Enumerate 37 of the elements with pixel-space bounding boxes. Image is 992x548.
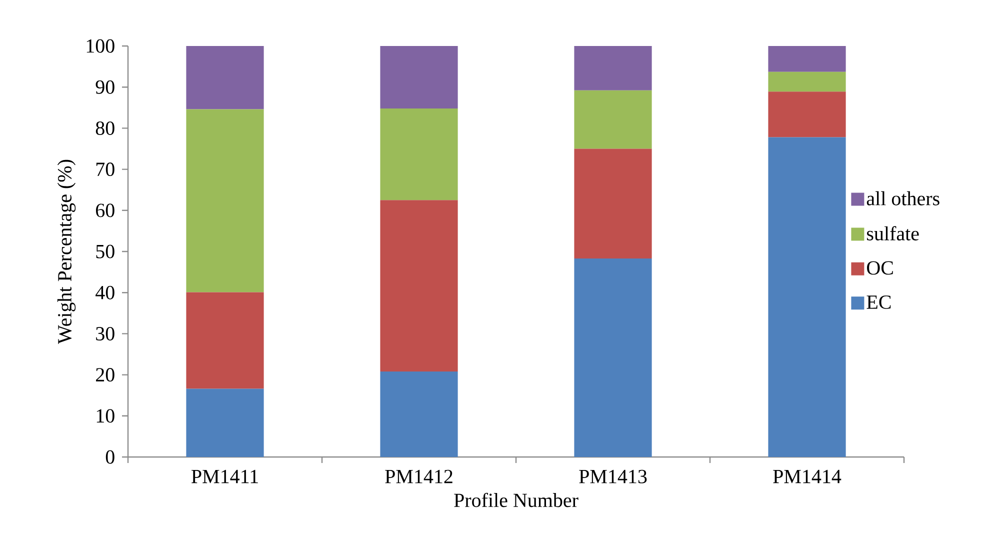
bar bbox=[574, 148, 652, 258]
bar bbox=[768, 137, 846, 457]
y-tick-label: 0 bbox=[106, 450, 114, 464]
y-tick-label: 50 bbox=[96, 244, 114, 258]
bar bbox=[768, 92, 846, 138]
y-tick-label: 60 bbox=[96, 204, 114, 218]
y-tick-label: 40 bbox=[96, 286, 114, 300]
bar bbox=[380, 46, 458, 108]
bar bbox=[380, 372, 458, 457]
bar bbox=[768, 46, 846, 72]
legend-label: OC bbox=[867, 261, 893, 275]
bar bbox=[186, 46, 264, 110]
x-tick-label: PM1413 bbox=[579, 470, 647, 484]
y-tick-label: 30 bbox=[96, 326, 114, 340]
bar bbox=[380, 108, 458, 200]
y-tick-label: 100 bbox=[86, 39, 114, 53]
y-axis-title: Weight Percentage (%) bbox=[57, 160, 76, 344]
y-tick-label: 90 bbox=[96, 80, 114, 94]
legend-label: all others bbox=[866, 191, 940, 206]
y-tick-label: 20 bbox=[96, 368, 114, 382]
y-tick-label: 70 bbox=[96, 162, 114, 176]
x-tick-label: PM1412 bbox=[385, 470, 452, 484]
legend-label: sulfate bbox=[867, 226, 919, 240]
bar bbox=[768, 72, 846, 92]
x-axis-title: Profile Number bbox=[454, 492, 578, 508]
x-tick-label: PM1414 bbox=[773, 470, 842, 484]
bar bbox=[574, 90, 652, 149]
x-tick-label: PM1411 bbox=[191, 470, 258, 484]
bar bbox=[380, 200, 458, 372]
bar bbox=[574, 258, 652, 457]
bar bbox=[186, 388, 264, 457]
bar bbox=[186, 292, 264, 389]
y-tick-label: 10 bbox=[96, 409, 114, 423]
bar bbox=[186, 109, 264, 292]
y-tick-label: 80 bbox=[96, 121, 114, 135]
legend-label: EC bbox=[866, 295, 891, 309]
bar bbox=[574, 46, 652, 90]
